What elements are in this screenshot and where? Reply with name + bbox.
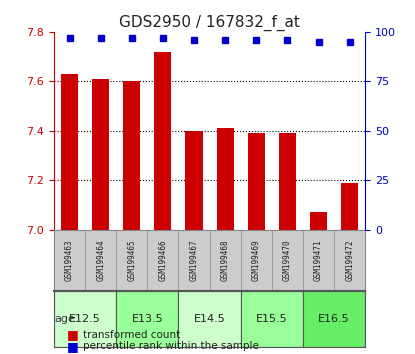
Text: GSM199465: GSM199465 (127, 240, 136, 281)
FancyBboxPatch shape (241, 291, 303, 347)
FancyBboxPatch shape (178, 291, 241, 347)
Bar (92, 79, 109, 229)
Bar (341, 183, 358, 229)
Title: GDS2950 / 167832_f_at: GDS2950 / 167832_f_at (119, 14, 300, 30)
Text: GSM199472: GSM199472 (345, 240, 354, 281)
Text: GSM199468: GSM199468 (221, 240, 229, 281)
Bar (186, 131, 203, 229)
Text: GSM199463: GSM199463 (65, 240, 74, 281)
Text: percentile rank within the sample: percentile rank within the sample (83, 341, 259, 351)
Text: GSM199467: GSM199467 (190, 240, 198, 281)
Text: GSM199466: GSM199466 (159, 240, 167, 281)
Text: E15.5: E15.5 (256, 314, 288, 324)
Bar (154, 52, 171, 229)
Text: GSM199469: GSM199469 (252, 240, 261, 281)
Bar (310, 212, 327, 229)
Text: ■: ■ (66, 328, 78, 341)
Bar (279, 133, 296, 229)
Text: E13.5: E13.5 (132, 314, 163, 324)
Text: ■: ■ (66, 340, 78, 353)
FancyBboxPatch shape (54, 291, 116, 347)
Bar (61, 74, 78, 229)
Text: transformed count: transformed count (83, 330, 180, 339)
FancyBboxPatch shape (116, 291, 178, 347)
Text: GSM199470: GSM199470 (283, 240, 292, 281)
Text: age: age (55, 314, 76, 324)
Bar (217, 128, 234, 229)
Text: E16.5: E16.5 (318, 314, 350, 324)
Bar (123, 81, 140, 229)
FancyBboxPatch shape (303, 291, 365, 347)
Text: E14.5: E14.5 (194, 314, 225, 324)
Bar (248, 133, 265, 229)
Text: E12.5: E12.5 (69, 314, 101, 324)
Text: GSM199464: GSM199464 (96, 240, 105, 281)
Text: GSM199471: GSM199471 (314, 240, 323, 281)
